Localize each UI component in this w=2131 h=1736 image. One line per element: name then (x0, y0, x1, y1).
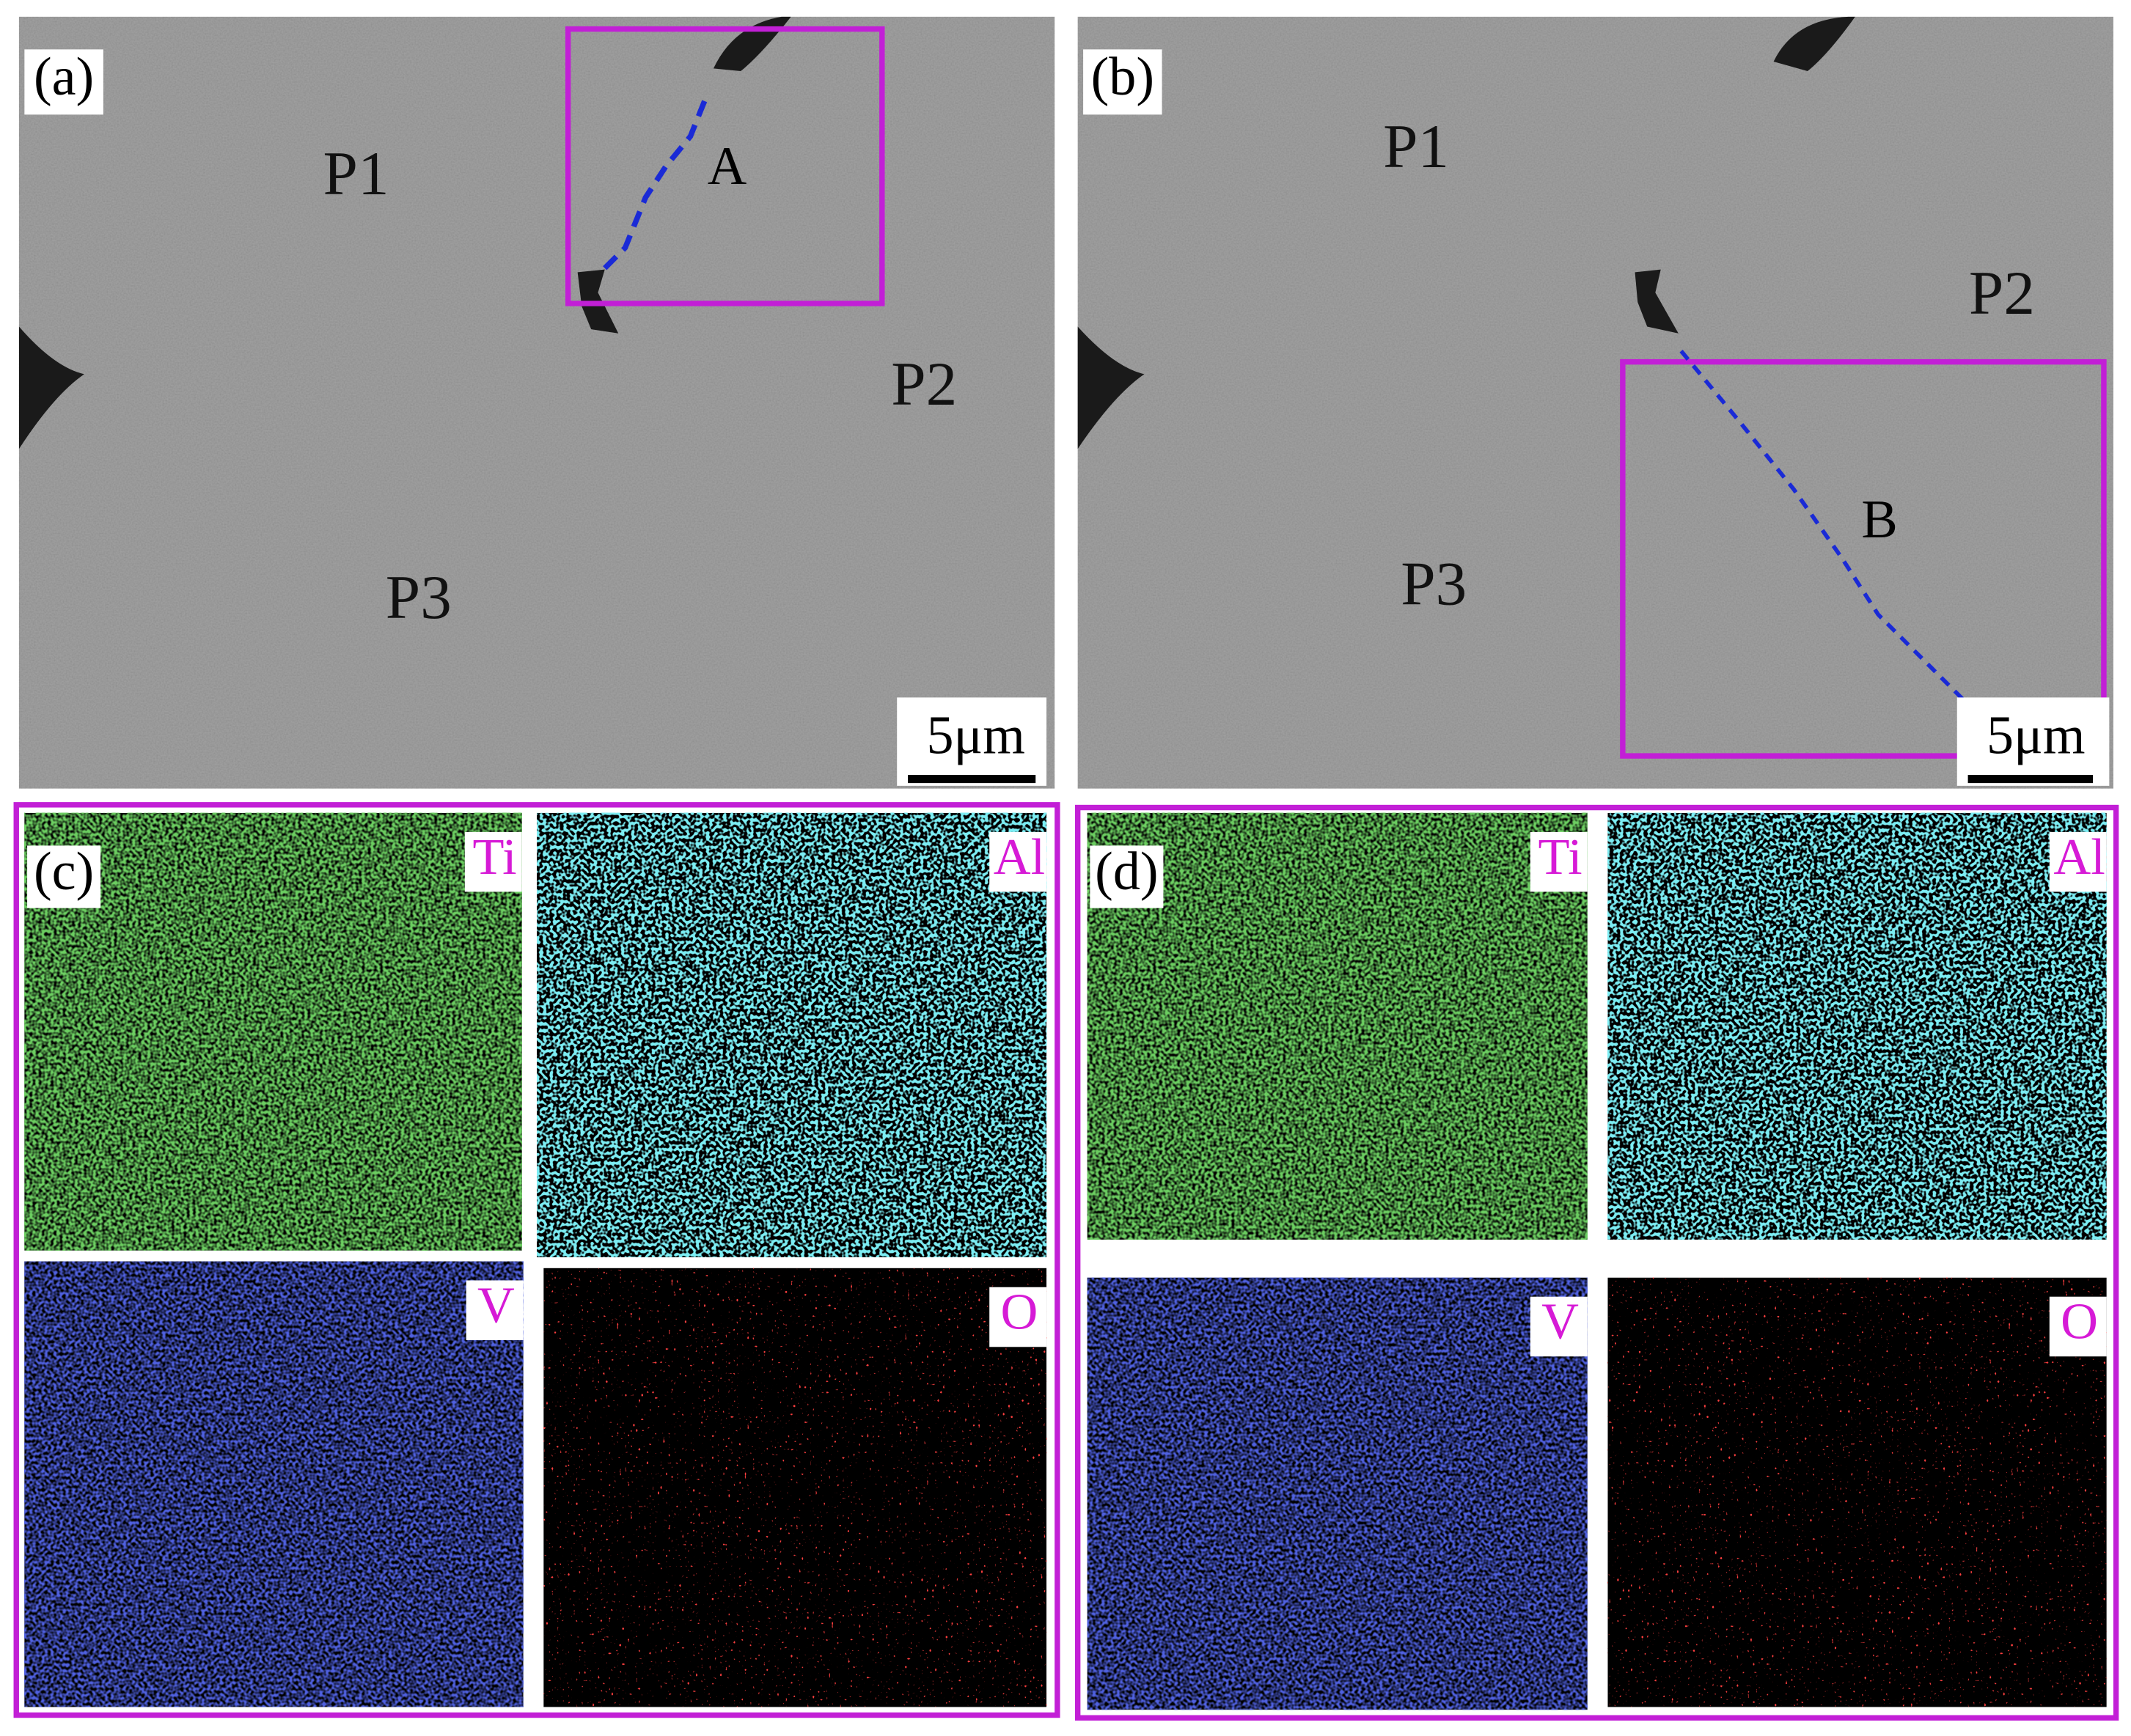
region-box (565, 26, 885, 306)
label-bg (2049, 831, 2107, 892)
panel-label: (d) (1095, 842, 1158, 902)
label-bg (466, 1280, 524, 1341)
scale-bar-label: 5μm (926, 706, 1024, 766)
element-label: Ti (473, 828, 517, 886)
boundary (1679, 350, 1966, 702)
element-label: Ti (1538, 828, 1582, 886)
element-map (24, 812, 522, 1251)
eds-panel: Ti Al V O (c) (13, 802, 1060, 1718)
region-label: P3 (1401, 550, 1467, 619)
label-bg (27, 845, 101, 908)
element-label: V (1541, 1293, 1579, 1350)
box-label: A (708, 136, 747, 196)
panel-b: (b) P1 P2 P3 B 5μm (1077, 16, 2113, 789)
eds-maps: Ti Al V O (c) Ti Al V O (d) (13, 802, 2119, 1721)
element-label: O (2061, 1293, 2098, 1350)
panel-label: (b) (1091, 47, 1154, 107)
eds-panel: Ti Al V O (d) (1074, 804, 2119, 1721)
pore (1077, 326, 1145, 449)
element-label: O (1001, 1284, 1038, 1341)
label-bg (2049, 1296, 2107, 1357)
region-label: P1 (1383, 112, 1449, 181)
region-label: P2 (891, 350, 957, 419)
pore (1635, 269, 1679, 334)
box-label: B (1861, 490, 1897, 550)
label-bg (464, 831, 522, 892)
label-bg (1090, 845, 1164, 908)
element-label: Al (2053, 828, 2105, 886)
element-map (24, 1261, 524, 1707)
element-map (537, 812, 1047, 1257)
pore (1773, 16, 1855, 72)
label-bg (1530, 1296, 1588, 1357)
region-label: P1 (323, 139, 389, 208)
element-map (1607, 1277, 2107, 1707)
boundary (603, 95, 710, 271)
panel-a: (a) P1 P2 P3 A 5μm (18, 16, 1055, 789)
scale-bar-label: 5μm (1987, 706, 2085, 766)
label-bg (989, 1287, 1047, 1347)
element-map (1087, 1277, 1588, 1710)
panel-label: (a) (34, 47, 94, 107)
element-label: Al (994, 828, 1045, 886)
element-map (1607, 812, 2107, 1240)
label-bg (989, 831, 1047, 892)
element-map (1087, 812, 1588, 1240)
element-label: V (477, 1276, 515, 1334)
region-box (1620, 358, 2107, 759)
element-map (543, 1268, 1047, 1707)
region-label: P3 (386, 563, 452, 632)
pore (18, 326, 84, 449)
label-bg (1530, 831, 1588, 892)
panel-label: (c) (34, 842, 94, 902)
region-label: P2 (1969, 259, 2035, 328)
